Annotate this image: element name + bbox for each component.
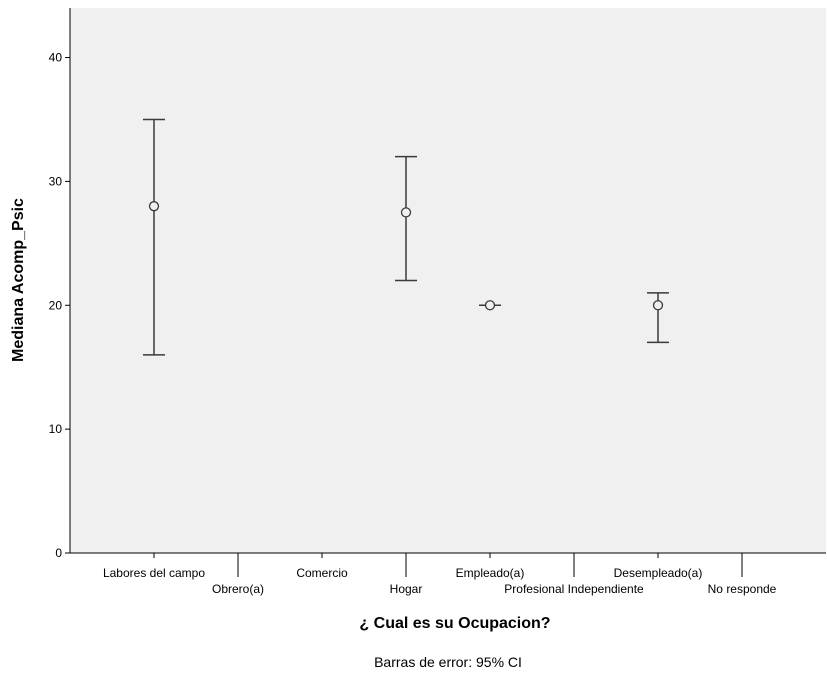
y-tick-label: 20 <box>49 298 63 312</box>
error-bar-group <box>479 300 501 311</box>
y-axis-title: Mediana Acomp_Psic <box>10 198 27 362</box>
y-tick-label: 0 <box>55 546 62 560</box>
data-marks <box>143 118 669 356</box>
median-marker <box>400 207 412 218</box>
y-axis-ticks: 0 10 20 30 40 <box>49 51 70 560</box>
error-bar-group <box>395 155 417 282</box>
median-marker <box>652 300 664 311</box>
plot-area <box>70 8 826 553</box>
x-axis-title: ¿ Cual es su Ocupacion? <box>359 615 550 632</box>
error-bar-group <box>647 292 669 344</box>
y-tick-label: 10 <box>49 422 63 436</box>
x-tick-label: Hogar <box>390 582 423 596</box>
x-tick-label: Labores del campo <box>103 566 205 580</box>
x-axis-ticks: Labores del campo Obrero(a) Comercio Hogar E… <box>103 553 777 596</box>
x-tick-label: No responde <box>708 582 777 596</box>
error-bar-note: Barras de error: 95% CI <box>374 654 522 670</box>
error-bar-group <box>143 118 165 356</box>
y-tick-label: 40 <box>49 51 63 65</box>
y-tick-label: 30 <box>49 174 63 188</box>
x-tick-label: Profesional Independiente <box>504 582 644 596</box>
median-marker <box>148 201 160 212</box>
x-tick-label: Desempleado(a) <box>614 566 703 580</box>
x-tick-label: Empleado(a) <box>456 566 525 580</box>
median-marker <box>484 300 496 311</box>
x-tick-label: Obrero(a) <box>212 582 264 596</box>
x-tick-label: Comercio <box>296 566 348 580</box>
